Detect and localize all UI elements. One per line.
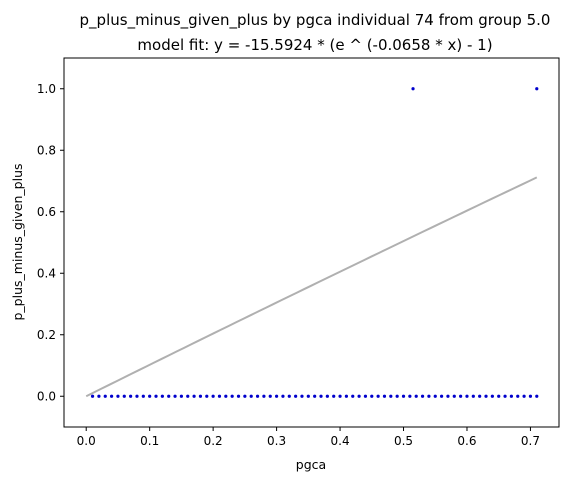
data-point xyxy=(236,394,241,398)
data-point xyxy=(122,394,126,398)
data-point xyxy=(154,394,158,398)
data-point xyxy=(313,394,317,398)
data-point xyxy=(243,394,247,398)
y-tick-label: 0.8 xyxy=(37,143,56,157)
data-point xyxy=(129,394,133,398)
data-point xyxy=(141,394,145,398)
data-point xyxy=(160,394,164,398)
data-point xyxy=(268,394,272,398)
data-point xyxy=(173,394,177,398)
data-point xyxy=(97,394,101,398)
data-point xyxy=(167,394,171,398)
data-point xyxy=(535,394,539,398)
x-tick-label: 0.6 xyxy=(457,434,476,448)
y-tick-label: 1.0 xyxy=(37,82,56,96)
data-point xyxy=(281,394,285,398)
data-point xyxy=(338,394,342,398)
data-point xyxy=(411,87,415,91)
data-point xyxy=(363,394,368,398)
data-point xyxy=(262,394,266,398)
data-point xyxy=(484,394,488,398)
y-tick-label: 0.0 xyxy=(37,389,56,403)
data-point xyxy=(306,394,310,398)
y-tick-label: 0.4 xyxy=(37,266,56,280)
data-point xyxy=(205,394,209,398)
data-point xyxy=(459,394,463,398)
data-point xyxy=(516,394,520,398)
data-point xyxy=(192,394,196,398)
data-point xyxy=(497,394,501,398)
data-point xyxy=(370,394,374,398)
x-tick-label: 0.2 xyxy=(204,434,223,448)
x-tick-label: 0.3 xyxy=(267,434,286,448)
data-point xyxy=(287,394,291,398)
data-point xyxy=(528,394,533,398)
data-point xyxy=(503,394,507,398)
data-point xyxy=(230,394,234,398)
data-point xyxy=(414,394,418,398)
data-point xyxy=(325,394,329,398)
x-tick-label: 0.0 xyxy=(77,434,96,448)
data-point xyxy=(224,394,228,398)
model-fit-line xyxy=(85,176,538,398)
data-point xyxy=(351,394,355,398)
data-point xyxy=(427,394,431,398)
data-point xyxy=(452,394,456,398)
data-point xyxy=(471,394,475,398)
data-point xyxy=(249,394,253,398)
data-point xyxy=(344,394,349,398)
data-point xyxy=(109,394,114,398)
data-point xyxy=(395,394,399,398)
chart-title: p_plus_minus_given_plus by pgca individu… xyxy=(80,11,551,30)
data-point xyxy=(217,394,222,398)
data-point xyxy=(408,394,412,398)
x-tick-label: 0.5 xyxy=(394,434,413,448)
data-point xyxy=(135,394,139,398)
y-tick-label: 0.2 xyxy=(37,328,56,342)
data-point xyxy=(376,394,380,398)
data-point xyxy=(420,394,425,398)
data-point xyxy=(300,394,304,398)
data-point xyxy=(274,394,279,398)
data-point xyxy=(198,394,203,398)
data-points xyxy=(90,87,539,398)
data-point xyxy=(478,394,482,398)
data-point xyxy=(446,394,450,398)
x-tick-label: 0.4 xyxy=(331,434,350,448)
x-tick-label: 0.1 xyxy=(140,434,159,448)
data-point xyxy=(490,394,494,398)
data-point xyxy=(116,394,120,398)
data-point xyxy=(382,394,387,398)
data-point xyxy=(401,394,406,398)
x-axis-ticks: 0.0 0.1 0.2 0.3 0.4 0.5 0.6 0.7 xyxy=(77,427,540,448)
x-axis-label: pgca xyxy=(296,457,326,472)
data-point xyxy=(179,394,184,398)
data-point xyxy=(389,394,393,398)
data-point xyxy=(509,394,514,398)
data-point xyxy=(186,394,190,398)
data-point xyxy=(357,394,361,398)
data-point xyxy=(535,87,539,91)
x-tick-label: 0.7 xyxy=(521,434,540,448)
plot-frame xyxy=(63,57,560,428)
data-point xyxy=(90,394,95,398)
y-axis-label: p_plus_minus_given_plus xyxy=(10,163,25,320)
chart-subtitle: model fit: y = -15.5924 * (e ^ (-0.0658 … xyxy=(137,36,492,54)
y-axis-ticks: 0.0 0.2 0.4 0.6 0.8 1.0 xyxy=(37,82,64,403)
data-point xyxy=(255,394,260,398)
data-point xyxy=(465,394,469,398)
y-tick-label: 0.6 xyxy=(37,205,56,219)
data-point xyxy=(439,394,444,398)
data-point xyxy=(148,394,152,398)
data-point xyxy=(294,394,298,398)
data-point xyxy=(103,394,107,398)
data-point xyxy=(211,394,215,398)
data-point xyxy=(522,394,526,398)
data-point xyxy=(433,394,437,398)
data-point xyxy=(332,394,336,398)
data-point xyxy=(319,394,323,398)
